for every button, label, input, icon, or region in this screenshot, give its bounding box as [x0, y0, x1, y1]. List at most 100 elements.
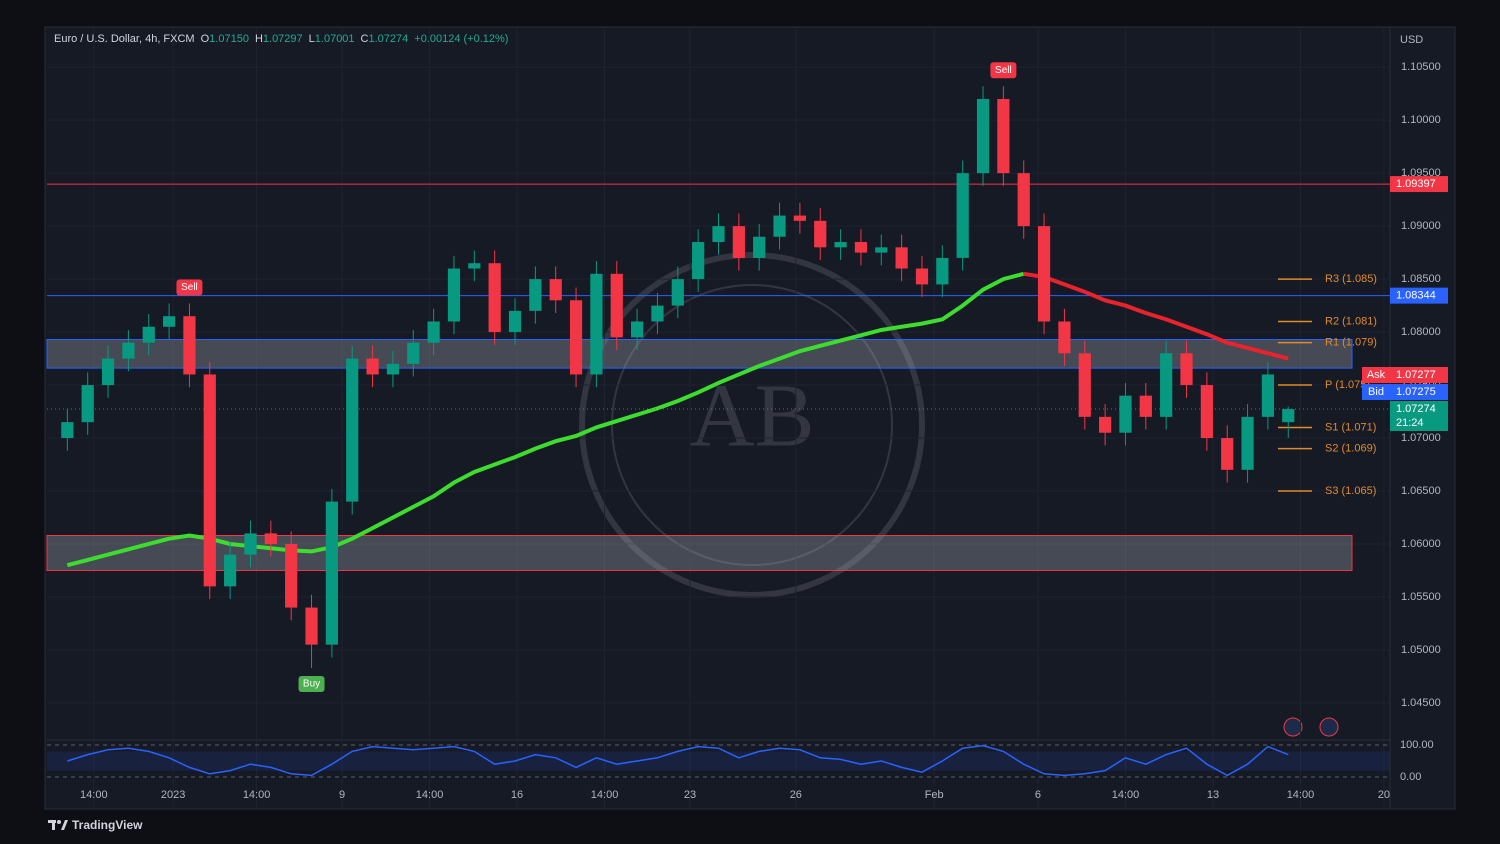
candle-body	[1180, 353, 1193, 386]
pivot-label: S2 (1.069)	[1325, 443, 1376, 455]
candle-body	[224, 554, 237, 587]
pivot-label: P (1.075)	[1325, 379, 1370, 391]
event-flag[interactable]	[1283, 717, 1303, 737]
candle-body	[569, 300, 583, 375]
x-tick-label: 9	[339, 789, 345, 801]
candle-body	[1221, 438, 1234, 470]
svg-text:AB: AB	[689, 367, 814, 466]
candle-body	[956, 173, 969, 258]
x-tick-label: 14:00	[1287, 789, 1315, 801]
y-tick-label: 1.09500	[1401, 167, 1441, 179]
pivot-label: R1 (1.079)	[1325, 337, 1377, 349]
candle-body	[1017, 173, 1030, 227]
candle-body	[508, 310, 522, 333]
x-tick-label: Feb	[925, 789, 944, 801]
currency: USD	[1400, 34, 1423, 46]
candle-body	[285, 543, 298, 608]
oscillator-band	[47, 751, 1390, 771]
y-tick-label: 1.07000	[1401, 432, 1441, 444]
candle-body	[793, 215, 806, 221]
signal-badge	[176, 279, 203, 296]
candle-body	[81, 385, 94, 423]
ohlc-value: 1.07297	[262, 33, 303, 45]
zone	[46, 535, 1353, 571]
candle-body	[264, 533, 277, 544]
ask-badge-label: Ask	[1367, 369, 1386, 381]
x-tick-label: 6	[1035, 789, 1041, 801]
candle-body	[875, 247, 888, 253]
watermark: AB	[579, 252, 925, 598]
pivot-label: R2 (1.081)	[1325, 315, 1377, 327]
candle-body	[366, 358, 379, 375]
x-tick-label: 13	[1207, 789, 1219, 801]
candle-body	[976, 98, 990, 174]
bid-badge-label: Bid	[1368, 386, 1384, 398]
event-flag[interactable]	[1319, 717, 1339, 737]
candle-body	[244, 533, 257, 555]
candle-body	[183, 316, 196, 375]
bid-tag-label: 1.07275	[1396, 386, 1436, 398]
ohlc-key: H	[254, 33, 263, 45]
ask-badge	[1362, 367, 1390, 384]
candle-body	[1139, 395, 1152, 417]
candle-body	[590, 273, 603, 375]
candle-body	[101, 358, 115, 386]
x-tick-label: 20	[1378, 789, 1390, 801]
candle-body	[854, 242, 868, 253]
candle-body	[1160, 353, 1173, 417]
signal-label: Sell	[995, 65, 1012, 76]
candle-body	[834, 242, 847, 248]
ohlc-value: 1.07001	[314, 33, 355, 45]
last-tag-label: 1.07274	[1396, 403, 1436, 415]
candle-body	[997, 98, 1010, 174]
y-tick-label: 1.04500	[1401, 697, 1441, 709]
candle-body	[1058, 321, 1071, 354]
level-tag	[1390, 287, 1448, 304]
candle-body	[488, 263, 501, 333]
y-tick-label: 1.08500	[1401, 273, 1441, 285]
candle-body	[732, 226, 745, 258]
bid-tag	[1390, 384, 1448, 401]
bid-badge	[1362, 384, 1390, 401]
candle-body	[692, 242, 705, 280]
candle-body	[651, 305, 664, 322]
candle-body	[712, 226, 725, 243]
y-tick-label: 1.09000	[1401, 220, 1441, 232]
last-tag	[1390, 401, 1448, 432]
signal-label: Buy	[303, 679, 320, 690]
level-tag-label: 1.08344	[1396, 290, 1436, 302]
x-tick-label: 14:00	[1112, 789, 1140, 801]
x-tick-label: 16	[511, 789, 523, 801]
candle-body	[203, 374, 216, 587]
candle-body	[529, 279, 542, 311]
candle-body	[915, 268, 929, 285]
candle-body	[631, 321, 644, 338]
y-tick-label: 1.05000	[1401, 644, 1441, 656]
signal-badge	[990, 62, 1017, 79]
candle-body	[162, 316, 176, 327]
level-tag-label: 1.09397	[1396, 178, 1436, 190]
pivot-label: S1 (1.071)	[1325, 421, 1376, 433]
candle-body	[427, 321, 440, 343]
candle-body	[814, 220, 827, 248]
x-tick-label: 2023	[161, 789, 185, 801]
candle-body	[61, 422, 74, 439]
candle-body	[386, 363, 400, 375]
brand[interactable]: TradingView	[48, 818, 142, 832]
ask-tag	[1390, 367, 1448, 384]
x-tick-label: 14:00	[80, 789, 108, 801]
candle-body	[1037, 226, 1051, 322]
candle-body	[468, 263, 481, 269]
zone	[46, 339, 1353, 369]
ohlc-value: 1.07150	[209, 33, 249, 45]
ohlc: C1.07274	[361, 33, 409, 45]
x-tick-label: 14:00	[591, 789, 619, 801]
signal-badge	[298, 675, 325, 692]
candle-body	[142, 326, 155, 343]
ohlc-key: L	[308, 33, 315, 45]
candle-body	[753, 236, 766, 258]
chart-panel	[44, 26, 1456, 810]
candle-body	[773, 215, 786, 237]
y-tick-label: 1.08000	[1401, 326, 1441, 338]
